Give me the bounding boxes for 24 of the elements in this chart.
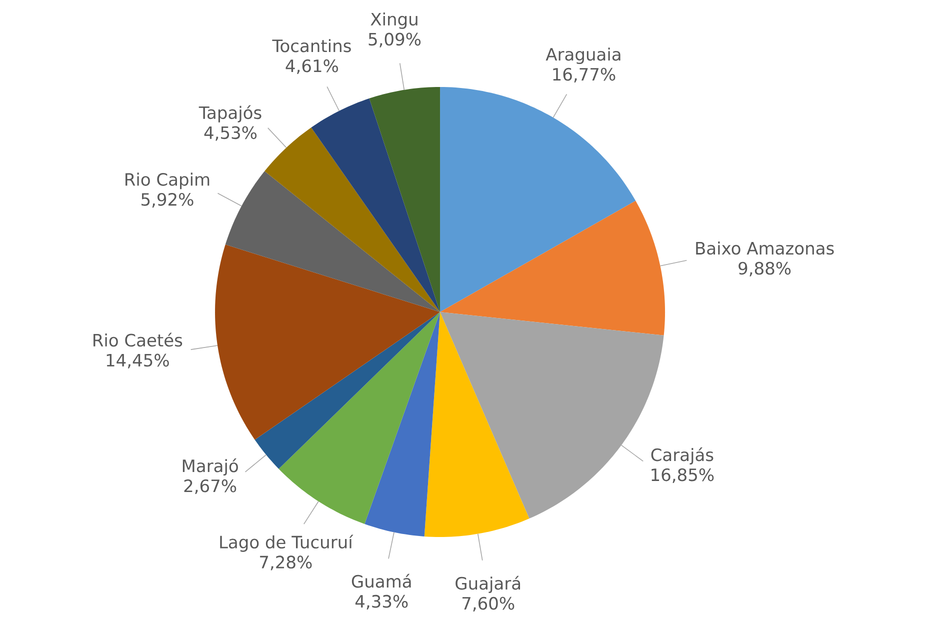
data-label: 16,77% [553,68,616,82]
data-label: 14,45% [106,354,169,368]
data-label: 4,53% [204,126,257,141]
slice-label: Carajás [651,447,714,464]
slice-label: Marajó [182,458,238,476]
slice-label: Tapajós [198,105,262,122]
slice-label: Rio Caetés [94,332,182,347]
data-label: 16,85% [652,468,714,483]
data-label: 4,33% [355,594,408,610]
slice-label: Guamá [352,574,411,588]
data-label: 7,28% [260,556,312,570]
slice-label: Rio Capim [126,172,210,190]
data-label: 5,09% [368,32,421,48]
slice-label: Lago de Tucuruí [220,534,354,552]
data-label: 9,88% [738,262,791,276]
slice-label: Araguaia [546,48,620,64]
slice-label: Xingu [370,12,418,29]
slice-label: Baixo Amazonas [696,242,834,255]
data-label: 2,67% [184,479,236,494]
data-label: 7,60% [462,596,514,612]
data-label: 4,61% [286,59,338,74]
data-label: 5,92% [142,192,194,208]
slice-label: Guajará [456,576,520,594]
slice-label: Tocantins [272,39,351,52]
